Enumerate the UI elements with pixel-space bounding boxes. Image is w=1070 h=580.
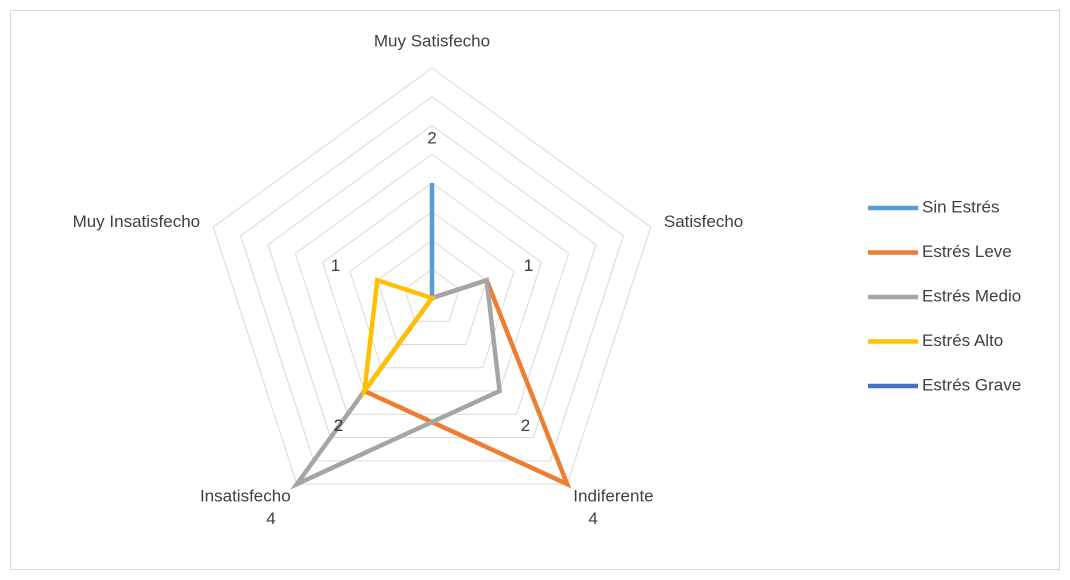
grid-ring <box>349 211 515 369</box>
data-label: 4 <box>588 509 597 528</box>
data-label: 2 <box>521 416 530 435</box>
chart-border <box>10 10 1060 570</box>
data-label: 1 <box>524 256 533 275</box>
grid-ring <box>267 124 597 439</box>
category-label: Insatisfecho <box>200 487 291 506</box>
category-label: Muy Insatisfecho <box>73 212 201 231</box>
data-label: 2 <box>427 128 436 147</box>
category-label: Satisfecho <box>664 212 743 231</box>
legend-label: Estrés Grave <box>922 375 1021 394</box>
grid-ring <box>240 96 624 462</box>
legend-label: Estrés Alto <box>922 331 1003 350</box>
legend-label: Sin Estrés <box>922 197 999 216</box>
grid-ring <box>376 239 488 346</box>
data-label: 4 <box>266 509 275 528</box>
series-line <box>361 277 436 400</box>
data-label: 2 <box>334 416 343 435</box>
grid-ring <box>212 67 652 485</box>
grid-ring <box>294 153 570 415</box>
data-label: 2 <box>334 416 343 435</box>
category-label: Muy Satisfecho <box>374 32 490 51</box>
grid-ring <box>404 268 460 322</box>
grid-ring <box>322 182 542 392</box>
data-label: 1 <box>331 256 340 275</box>
category-label: Indiferente <box>573 487 653 506</box>
legend-label: Estrés Medio <box>922 286 1021 305</box>
series-line <box>289 277 503 490</box>
legend-label: Estrés Leve <box>922 242 1012 261</box>
data-label: 1 <box>524 256 533 275</box>
